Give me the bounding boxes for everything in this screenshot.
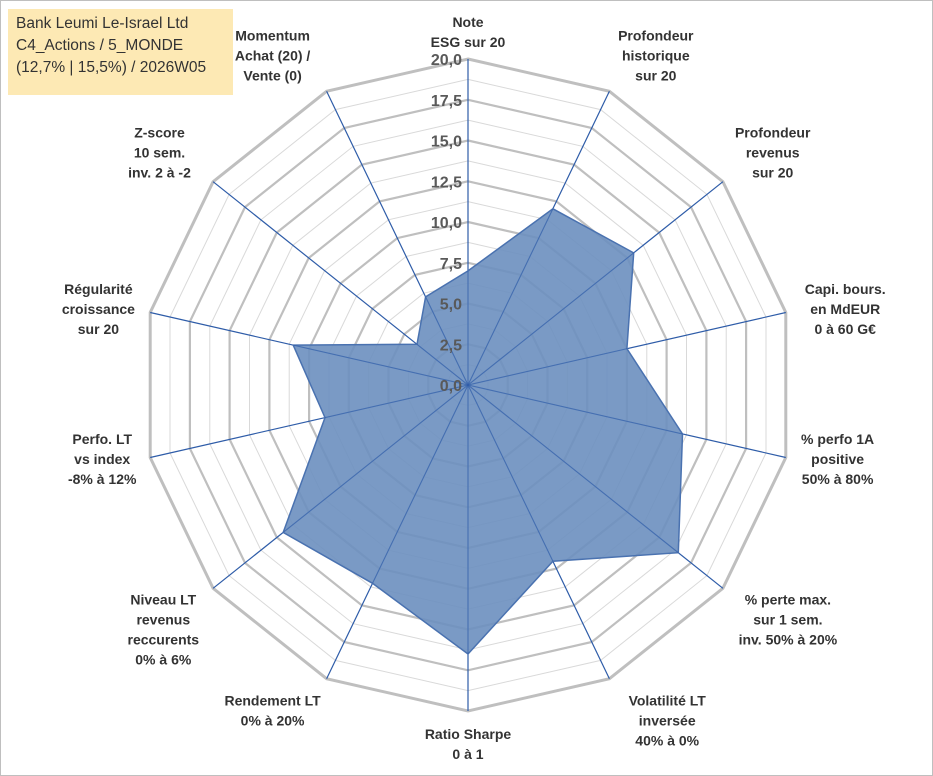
tick-labels: 0,0 2,5 5,0 7,5 10,0 12,5 15,0 17,5 20,0 (431, 52, 462, 395)
axis-label-line: vs index (74, 451, 130, 467)
axis-spoke-overlay (324, 384, 469, 419)
tick-label: 17,5 (431, 93, 462, 110)
axis-label-line: Profondeur (618, 27, 694, 43)
axis-label-line: Profondeur (735, 125, 811, 141)
axis-label: Z-score 10 sem. inv. 2 à -2 (128, 125, 191, 181)
axis-label-line: croissance (62, 301, 135, 317)
axis-label-line: en MdEUR (810, 301, 880, 317)
axis-label-line: sur 20 (78, 321, 119, 337)
series-area (282, 207, 684, 656)
axis-label-line: Perfo. LT (72, 431, 132, 447)
axis-spoke-overlay (467, 208, 554, 386)
axis-label-line: Momentum (235, 27, 310, 43)
tick-label: 12,5 (431, 174, 462, 191)
axis-label-line: Niveau LT (130, 592, 196, 608)
tick-label: 2,5 (440, 337, 462, 354)
axis-label: Ratio Sharpe 0 à 1 (425, 726, 512, 762)
axis-spoke-overlay (467, 384, 554, 562)
axis-label-line: -8% à 12% (68, 471, 137, 487)
axis-label: Régularité croissance sur 20 (62, 281, 135, 337)
info-stats: (12,7% | 15,5%) / 2026W05 (16, 59, 207, 76)
axis-spoke-overlay (467, 384, 683, 435)
axis-label-line: inv. 50% à 20% (739, 632, 838, 648)
axis-label-line: sur 20 (635, 67, 676, 83)
axis-label: Perfo. LT vs index -8% à 12% (68, 431, 137, 487)
axis-label-line: Ratio Sharpe (425, 726, 512, 742)
info-category: C4_Actions / 5_MONDE (16, 37, 184, 54)
tick-label: 0,0 (440, 378, 462, 395)
axis-spoke-overlay (282, 384, 469, 533)
info-box: Bank Leumi Le-Israel Ltd C4_Actions / 5_… (8, 9, 233, 95)
info-company: Bank Leumi Le-Israel Ltd (16, 15, 189, 32)
axis-label: % perfo 1A positive 50% à 80% (801, 431, 874, 487)
axis-labels: Note ESG sur 20 Profondeur historique sur 20… (62, 14, 886, 762)
axis-label-line: Régularité (64, 281, 133, 297)
axis-spoke-overlay (416, 343, 469, 386)
axis-label-line: 0% à 6% (135, 652, 192, 668)
axis-label: Volatilité LT inversée 40% à 0% (629, 693, 707, 749)
axis-label-line: Rendement LT (224, 693, 321, 709)
axis-label-line: Z-score (134, 125, 185, 141)
axis-label-line: 0 à 1 (452, 746, 483, 762)
axis-label-line: sur 20 (752, 165, 793, 181)
axis-label-line: Capi. bours. (805, 281, 886, 297)
axis-spoke-overlay (467, 384, 679, 554)
axis-label-line: % perfo 1A (801, 431, 874, 447)
axis-spoke-overlay (467, 252, 635, 386)
axis-label-line: 50% à 80% (802, 471, 874, 487)
axis-spoke-overlay (293, 344, 469, 386)
tick-label: 10,0 (431, 215, 462, 232)
tick-label: 7,5 (440, 256, 462, 273)
axis-label-line: % perte max. (745, 592, 831, 608)
axis-label-line: 0% à 20% (241, 713, 305, 729)
axis-label-line: revenus (746, 145, 800, 161)
tick-label: 20,0 (431, 52, 462, 69)
axis-label-line: positive (811, 451, 864, 467)
axis-label-line: Vente (0) (243, 67, 301, 83)
axis-spoke-overlay (372, 384, 469, 584)
axis-label-line: historique (622, 47, 690, 63)
axis-label: Rendement LT 0% à 20% (224, 693, 321, 729)
axis-label-line: sur 1 sem. (753, 612, 822, 628)
axis-label: % perte max. sur 1 sem. inv. 50% à 20% (739, 592, 838, 648)
axis-label-line: revenus (136, 612, 190, 628)
axis-label-line: ESG sur 20 (431, 34, 506, 50)
axis-label: Capi. bours. en MdEUR 0 à 60 G€ (805, 281, 886, 337)
axis-label-line: Achat (20) / (235, 47, 311, 63)
axis-label-line: Volatilité LT (629, 693, 707, 709)
axis-spoke-overlay (425, 296, 469, 386)
axis-label: Profondeur historique sur 20 (618, 27, 694, 83)
data-series (282, 207, 684, 656)
axis-spoke-overlay (467, 348, 628, 386)
axis-label-line: Note (452, 14, 483, 30)
tick-label: 5,0 (440, 297, 462, 314)
axis-label-line: 10 sem. (134, 145, 185, 161)
axis-label: Niveau LT revenus reccurents 0% à 6% (128, 592, 200, 668)
axis-label-line: inversée (639, 713, 696, 729)
axis-label: Profondeur revenus sur 20 (735, 125, 811, 181)
tick-label: 15,0 (431, 134, 462, 151)
axis-label: Note ESG sur 20 (431, 14, 506, 50)
axis-label-line: 0 à 60 G€ (814, 321, 876, 337)
axis-label-line: reccurents (128, 632, 200, 648)
axis-label-line: inv. 2 à -2 (128, 165, 191, 181)
axis-label: Momentum Achat (20) / Vente (0) (235, 27, 311, 83)
axis-label-line: 40% à 0% (635, 733, 699, 749)
